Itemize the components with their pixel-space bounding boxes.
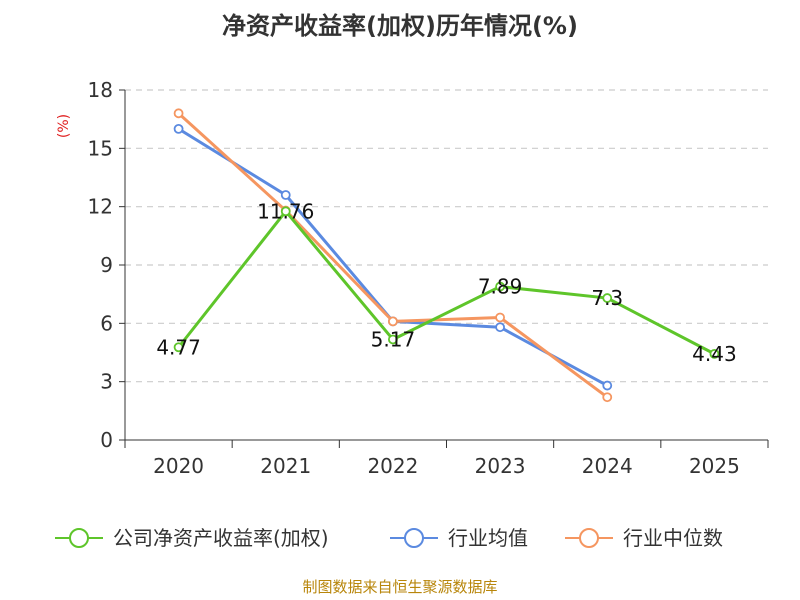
legend-label: 行业均值 xyxy=(448,526,528,550)
data-point xyxy=(280,190,291,200)
y-tick-label: 0 xyxy=(100,428,113,452)
source-note: 制图数据来自恒生聚源数据库 xyxy=(302,578,497,596)
series-line xyxy=(177,209,716,356)
data-point xyxy=(602,293,613,303)
data-label: 7.89 xyxy=(478,275,523,299)
legend-label: 公司净资产收益率(加权) xyxy=(113,526,329,550)
data-point xyxy=(709,348,720,359)
legend-swatch-marker xyxy=(69,528,89,548)
y-axis-unit-label: (%) xyxy=(56,114,72,138)
y-tick-label: 15 xyxy=(88,136,113,160)
legend-label: 行业中位数 xyxy=(623,526,723,550)
x-tick-label: 2021 xyxy=(260,454,311,478)
y-tick-label: 9 xyxy=(100,253,113,277)
y-tick-label: 12 xyxy=(88,195,113,219)
chart-title: 净资产收益率(加权)历年情况(%) xyxy=(222,12,578,40)
data-label: 7.3 xyxy=(591,286,623,310)
y-tick-label: 6 xyxy=(100,311,113,335)
data-point xyxy=(495,281,505,292)
data-point xyxy=(173,108,184,119)
x-tick-label: 2025 xyxy=(689,454,740,478)
legend-swatch-marker xyxy=(404,528,424,548)
data-label: 5.17 xyxy=(371,327,416,351)
data-point xyxy=(388,316,398,327)
data-point xyxy=(388,334,398,345)
y-tick-label: 18 xyxy=(88,78,113,102)
y-tick-label: 3 xyxy=(100,370,113,394)
data-point xyxy=(173,123,184,134)
x-tick-label: 2024 xyxy=(582,454,633,478)
data-point xyxy=(495,322,505,333)
data-label: 4.43 xyxy=(692,342,737,366)
legend-swatch-marker xyxy=(579,528,599,548)
data-point xyxy=(173,342,184,353)
x-tick-label: 2020 xyxy=(153,454,204,478)
x-tick-label: 2023 xyxy=(475,454,526,478)
data-point xyxy=(280,206,291,217)
data-point xyxy=(495,312,505,323)
data-label: 11.76 xyxy=(257,199,314,223)
series-line xyxy=(177,112,609,399)
x-tick-label: 2022 xyxy=(367,454,418,478)
data-point xyxy=(602,392,613,403)
data-point xyxy=(602,380,613,391)
data-label: 4.77 xyxy=(156,335,201,359)
